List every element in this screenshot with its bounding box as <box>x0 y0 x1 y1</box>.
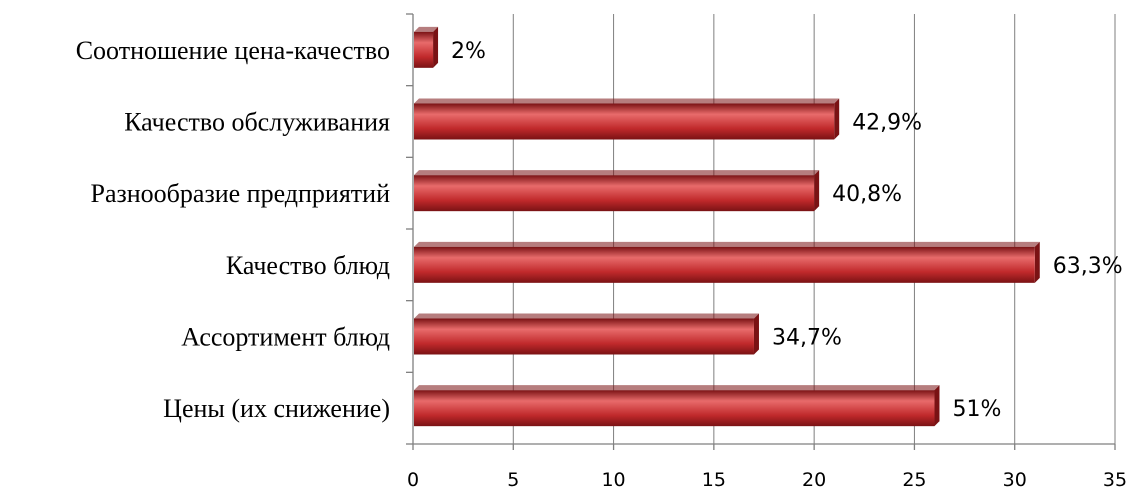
category-label: Соотношение цена-качество <box>76 36 390 65</box>
bar <box>414 246 1035 283</box>
category-label: Разнообразие предприятий <box>91 179 391 208</box>
x-tick-label: 20 <box>802 469 826 491</box>
category-label: Качество обслуживания <box>124 108 390 137</box>
x-tick-label: 25 <box>902 469 926 491</box>
bar-top-face <box>414 241 1040 247</box>
bars <box>414 26 1040 427</box>
bar-end-face <box>934 385 940 427</box>
bar-top-face <box>414 313 759 319</box>
bar <box>414 103 835 140</box>
bar <box>414 318 754 355</box>
data-label: 34,7% <box>772 326 842 351</box>
bar <box>414 175 815 212</box>
bar-top-face <box>414 385 940 391</box>
category-label: Цены (их снижение) <box>163 394 390 423</box>
data-label: 42,9% <box>852 111 922 136</box>
x-tick-label: 0 <box>407 469 419 491</box>
bar-end-face <box>1034 241 1040 283</box>
bar-end-face <box>834 98 840 140</box>
gridlines <box>512 14 1116 444</box>
x-tick-label: 35 <box>1103 469 1127 491</box>
data-label: 51% <box>952 397 1001 422</box>
bar <box>414 31 434 68</box>
bar-end-face <box>753 313 759 355</box>
category-label: Ассортимент блюд <box>181 323 390 352</box>
bar <box>414 390 935 427</box>
data-label: 63,3% <box>1053 254 1123 279</box>
x-tick-label: 5 <box>507 469 519 491</box>
x-tick-label: 15 <box>702 469 726 491</box>
category-label: Качество блюд <box>226 251 390 280</box>
bar-top-face <box>414 98 840 104</box>
data-label: 40,8% <box>832 182 902 207</box>
labels: 0 5 10 15 20 25 30 35 Соотношение цена-качество 2… <box>76 36 1127 491</box>
bar-end-face <box>814 170 820 212</box>
bar-top-face <box>414 170 820 176</box>
bar-top-face <box>414 26 439 32</box>
axes <box>406 13 1116 450</box>
x-tick-label: 30 <box>1003 469 1027 491</box>
data-label: 2% <box>451 39 486 64</box>
x-tick-label: 10 <box>601 469 625 491</box>
bar-end-face <box>433 26 439 68</box>
